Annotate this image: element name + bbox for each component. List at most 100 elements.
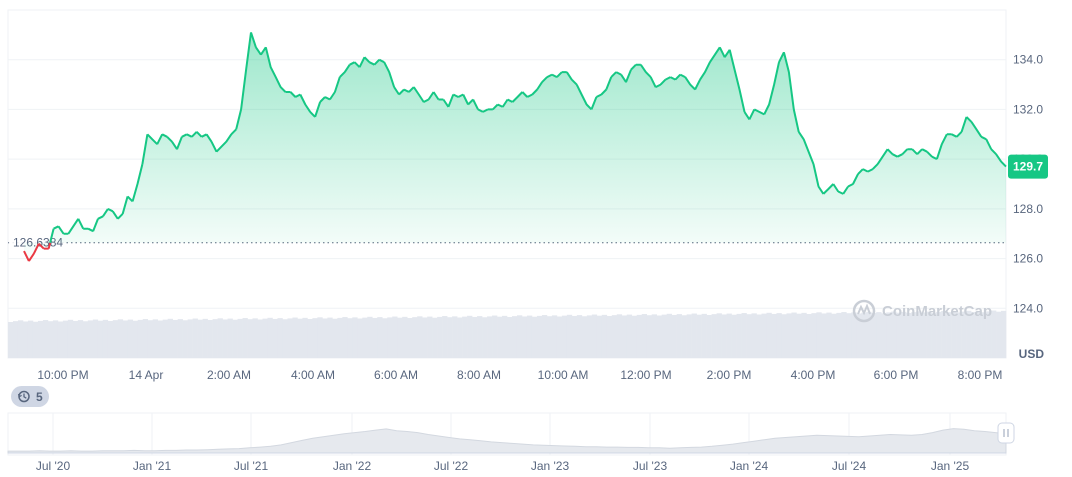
volume-bar xyxy=(422,317,428,358)
volume-bar xyxy=(222,319,228,358)
volume-bar xyxy=(701,313,707,358)
volume-bar xyxy=(412,317,418,358)
volume-bar xyxy=(497,316,503,358)
volume-bar xyxy=(616,314,623,358)
volume-bar xyxy=(911,312,917,358)
volume-bar xyxy=(467,315,473,358)
volume-bar xyxy=(272,318,278,358)
volume-bar xyxy=(556,316,563,358)
navigator-handle[interactable] xyxy=(997,422,1015,444)
y-tick-label: 128.0 xyxy=(1013,202,1043,216)
volume-bar xyxy=(302,317,308,358)
volume-bar xyxy=(432,317,438,358)
volume-bar xyxy=(402,316,408,358)
volume-bar xyxy=(941,311,947,358)
volume-bar xyxy=(132,320,139,358)
volume-bar xyxy=(317,317,323,358)
x-tick-label: 4:00 PM xyxy=(791,368,836,382)
volume-bar xyxy=(946,312,952,358)
volume-bar xyxy=(102,319,109,358)
navigator-x-axis: Jul '20 Jan '21 Jul '21 Jan '22 Jul '22 Jan '… xyxy=(36,459,970,473)
volume-bar xyxy=(22,321,29,358)
volume-bar xyxy=(866,311,872,358)
volume-bar xyxy=(117,319,124,358)
volume-bar xyxy=(387,317,393,358)
volume-bar xyxy=(87,320,94,358)
volume-bar xyxy=(392,316,398,358)
volume-bar xyxy=(157,320,163,358)
volume-bar xyxy=(487,316,493,358)
volume-bar xyxy=(27,320,34,358)
volume-bar xyxy=(292,317,298,358)
x-tick-label: 14 Apr xyxy=(129,368,164,382)
volume-bar xyxy=(886,312,892,358)
navigator-x-tick-label: Jul '24 xyxy=(832,459,867,473)
volume-bar xyxy=(197,319,203,358)
volume-bar xyxy=(636,314,643,358)
x-tick-label: 10:00 AM xyxy=(538,368,589,382)
navigator[interactable] xyxy=(7,412,1015,456)
volume-bar xyxy=(227,318,233,358)
volume-bar xyxy=(337,317,343,358)
navigator-x-tick-label: Jan '22 xyxy=(333,459,372,473)
navigator-x-tick-label: Jan '24 xyxy=(730,459,769,473)
volume-bar xyxy=(776,313,782,358)
volume-bar xyxy=(591,314,598,358)
volume-bar xyxy=(576,315,583,358)
volume-bar xyxy=(626,314,633,358)
volume-bar xyxy=(167,318,173,358)
volume-bar xyxy=(442,316,448,358)
x-axis: 10:00 PM 14 Apr 2:00 AM 4:00 AM 6:00 AM 8:00 … xyxy=(37,368,1002,382)
volume-bar xyxy=(986,311,992,358)
x-tick-label: 8:00 AM xyxy=(457,368,501,382)
volume-bar xyxy=(596,315,603,358)
volume-bar xyxy=(976,311,982,358)
navigator-x-tick-label: Jan '21 xyxy=(133,459,172,473)
volume-bars xyxy=(8,310,1007,358)
y-tick-label: 124.0 xyxy=(1013,301,1043,315)
volume-bar xyxy=(971,311,977,358)
volume-bar xyxy=(142,319,149,358)
navigator-x-tick-label: Jan '25 xyxy=(931,459,970,473)
volume-bar xyxy=(586,315,593,358)
volume-bar xyxy=(502,315,508,358)
volume-bar xyxy=(297,318,303,358)
volume-bar xyxy=(202,318,208,358)
volume-bar xyxy=(382,318,388,358)
x-tick-label: 12:00 PM xyxy=(620,368,671,382)
volume-bar xyxy=(661,314,667,358)
volume-bar xyxy=(492,315,498,358)
volume-bar xyxy=(861,312,867,358)
volume-bar xyxy=(716,313,722,358)
volume-bar xyxy=(821,313,827,358)
volume-bar xyxy=(12,321,19,358)
volume-bar xyxy=(507,317,513,358)
volume-bar xyxy=(57,321,64,358)
volume-bar xyxy=(357,318,363,358)
volume-bar xyxy=(212,319,218,358)
volume-bar xyxy=(192,318,198,358)
volume-bar xyxy=(187,319,193,358)
volume-bar xyxy=(17,320,24,358)
volume-bar xyxy=(981,312,987,358)
volume-bar xyxy=(816,312,822,358)
volume-bar xyxy=(521,316,528,358)
history-badge[interactable]: 5 xyxy=(11,386,49,407)
volume-bar xyxy=(282,319,288,358)
volume-bar xyxy=(696,314,702,358)
volume-bar xyxy=(82,321,89,358)
volume-bar xyxy=(731,314,737,358)
volume-bar xyxy=(232,319,238,358)
volume-bar xyxy=(541,315,548,358)
volume-bar xyxy=(571,315,578,358)
volume-bar xyxy=(511,316,518,358)
volume-bar xyxy=(367,316,373,358)
volume-bar xyxy=(452,316,458,358)
volume-bar xyxy=(631,315,638,358)
volume-bar xyxy=(147,320,154,358)
watermark: CoinMarketCap xyxy=(852,299,992,323)
volume-bar xyxy=(92,319,99,358)
navigator-history-area xyxy=(7,428,1007,454)
volume-bar xyxy=(566,314,573,358)
